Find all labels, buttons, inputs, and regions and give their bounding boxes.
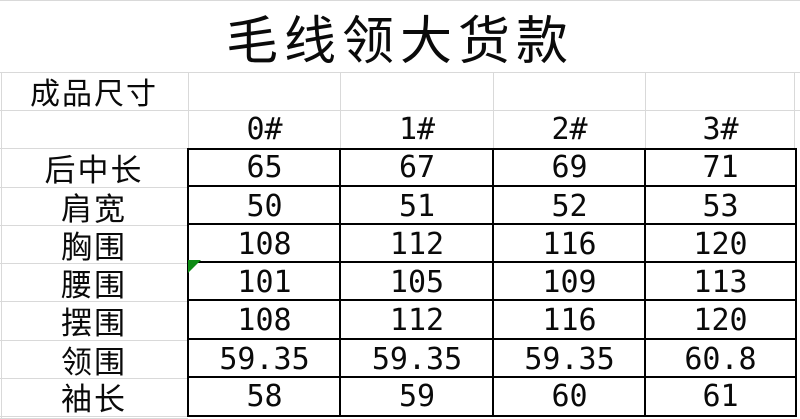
- gridline-labelcol-5: [0, 301, 188, 302]
- data-cell[interactable]: 108: [237, 303, 292, 338]
- table-border-left: [187, 148, 189, 417]
- data-cell[interactable]: 58: [246, 379, 283, 414]
- gridline-below-title: [0, 72, 800, 73]
- table-border-col-3: [644, 148, 646, 417]
- title-cell[interactable]: 毛线领大货款: [0, 0, 800, 72]
- table-border-col-2: [492, 148, 494, 417]
- row-label-cell[interactable]: 后中长: [44, 153, 144, 188]
- data-cell[interactable]: 60: [551, 379, 588, 414]
- gridline-labelcol-7: [0, 378, 188, 379]
- row-label-cell[interactable]: 胸围: [61, 229, 127, 265]
- data-cell[interactable]: 60.8: [684, 341, 757, 377]
- table-border-col-1: [339, 148, 341, 417]
- error-indicator-triangle[interactable]: [188, 260, 201, 273]
- section-label-cell[interactable]: 成品尺寸: [0, 72, 188, 111]
- data-cell[interactable]: 120: [693, 226, 748, 262]
- title-text: 毛线领大货款: [225, 11, 574, 72]
- data-cell[interactable]: 108: [237, 226, 292, 262]
- data-cell[interactable]: 65: [246, 150, 283, 185]
- gridline-labelcol-6: [0, 340, 188, 341]
- data-cell[interactable]: 67: [398, 150, 436, 185]
- row-label-cell[interactable]: 领围: [61, 344, 127, 380]
- gridline-below-section-row: [0, 110, 800, 111]
- gridline-top: [0, 0, 800, 1]
- gridline-col-b: [340, 72, 341, 148]
- section-label-text: 成品尺寸: [30, 78, 158, 111]
- data-cell[interactable]: 69: [551, 150, 588, 185]
- table-border-right: [795, 148, 797, 417]
- data-cell[interactable]: 112: [389, 226, 445, 262]
- gridline-col-d: [645, 72, 646, 148]
- gridline-left-edge: [1, 72, 2, 419]
- data-cell[interactable]: 116: [542, 303, 597, 338]
- data-cell[interactable]: 101: [237, 264, 292, 300]
- data-cell[interactable]: 51: [398, 188, 436, 224]
- data-cell[interactable]: 109: [542, 264, 597, 300]
- data-cell[interactable]: 71: [702, 150, 739, 185]
- gridline-labelcol-4: [0, 263, 188, 264]
- gridline-labelcol-8: [0, 416, 188, 417]
- row-label-cell[interactable]: 袖长: [61, 382, 127, 417]
- data-cell[interactable]: 59.35: [371, 341, 463, 377]
- size-header-cell-2[interactable]: 2#: [551, 111, 588, 147]
- gridline-col-a: [188, 72, 189, 148]
- data-cell[interactable]: 59: [398, 379, 436, 414]
- size-header-cell-3[interactable]: 3#: [702, 111, 739, 147]
- data-cell[interactable]: 50: [246, 188, 283, 224]
- data-cell[interactable]: 52: [551, 188, 588, 224]
- gridline-col-c: [493, 72, 494, 148]
- row-label-cell[interactable]: 肩宽: [61, 191, 127, 227]
- gridline-labelcol-1: [0, 148, 188, 149]
- gridline-labelcol-3: [0, 225, 188, 226]
- size-header-cell-0[interactable]: 0#: [246, 111, 283, 147]
- data-cell[interactable]: 120: [693, 303, 748, 338]
- data-cell[interactable]: 61: [702, 379, 739, 414]
- gridline-labelcol-2: [0, 187, 188, 188]
- data-cell[interactable]: 53: [702, 188, 739, 224]
- data-cell[interactable]: 113: [693, 264, 748, 300]
- data-cell[interactable]: 59.35: [524, 341, 615, 377]
- gridline-col-e: [794, 72, 795, 148]
- row-label-cell[interactable]: 摆围: [61, 306, 127, 341]
- row-label-cell[interactable]: 腰围: [61, 267, 127, 303]
- data-cell[interactable]: 112: [389, 303, 445, 338]
- data-cell[interactable]: 105: [389, 264, 445, 300]
- size-header-cell-1[interactable]: 1#: [398, 111, 436, 147]
- data-cell[interactable]: 116: [542, 226, 597, 262]
- data-cell[interactable]: 59.35: [219, 341, 310, 377]
